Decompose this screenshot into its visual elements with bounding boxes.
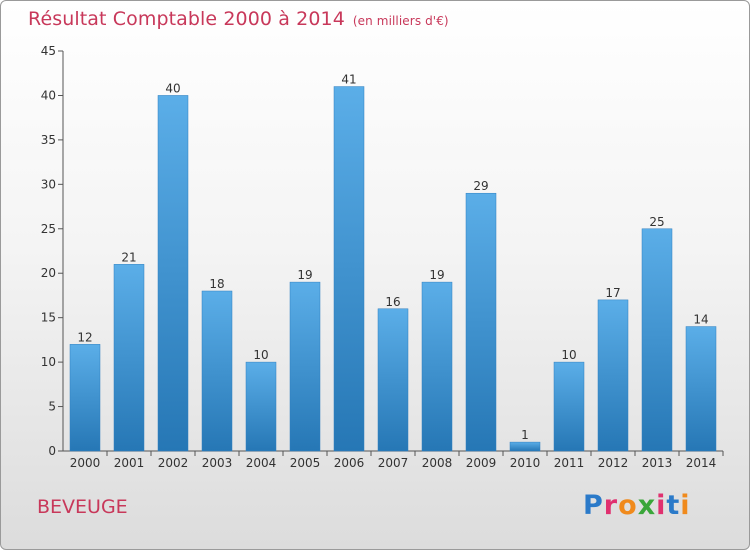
x-tick-label: 2014 (686, 456, 717, 470)
logo-letter: o (618, 490, 638, 521)
logo-letter: r (603, 490, 619, 521)
data-label: 40 (165, 81, 180, 95)
x-tick-label: 2007 (378, 456, 409, 470)
bar (509, 441, 541, 452)
x-tick-label: 2012 (598, 456, 629, 470)
bar (377, 308, 409, 452)
bar (245, 361, 277, 452)
logo-letter: P (583, 490, 604, 521)
bar (289, 281, 321, 452)
bar (113, 264, 145, 452)
proxiti-logo: Proxiti (583, 490, 691, 521)
x-tick-label: 2011 (554, 456, 585, 470)
bar (157, 95, 189, 452)
bar (333, 86, 365, 452)
y-tick-label: 35 (41, 133, 56, 147)
x-tick-label: 2008 (422, 456, 453, 470)
x-tick-label: 2004 (246, 456, 277, 470)
data-label: 29 (473, 179, 488, 193)
data-label: 10 (253, 348, 268, 362)
x-tick-label: 2009 (466, 456, 497, 470)
data-labels: 12 21 40 18 10 19 41 16 19 29 1 10 17 25 14 (77, 73, 708, 443)
bar (69, 344, 101, 452)
bar (421, 281, 453, 452)
x-tick-label: 2006 (334, 456, 365, 470)
logo-letter: t (666, 490, 681, 521)
logo-letter: i (656, 490, 667, 521)
data-label: 10 (561, 348, 576, 362)
y-tick-label: 10 (41, 355, 56, 369)
bar (201, 290, 233, 452)
data-label: 14 (693, 313, 708, 327)
data-label: 21 (121, 250, 136, 264)
y-tick-label: 40 (41, 88, 56, 102)
data-label: 25 (649, 215, 664, 229)
logo-letter: i (680, 490, 691, 521)
chart-subtitle: (en milliers d'€) (352, 14, 449, 28)
y-tick-label: 15 (41, 311, 56, 325)
data-label: 16 (385, 295, 400, 309)
chart-title: Résultat Comptable 2000 à 2014 (en millie… (28, 8, 449, 30)
y-tick-label: 5 (48, 400, 56, 414)
x-tick-label: 2010 (510, 456, 541, 470)
logo-letter: x (637, 490, 657, 521)
x-tick-label: 2000 (70, 456, 101, 470)
bars (69, 86, 717, 452)
y-tick-label: 20 (41, 266, 56, 280)
commune-name: BEVEUGE (37, 496, 128, 518)
bar (553, 361, 585, 452)
y-tick-label: 45 (41, 44, 56, 58)
x-tick-label: 2001 (114, 456, 145, 470)
bar (641, 228, 673, 452)
data-label: 41 (341, 73, 356, 87)
bar (597, 299, 629, 452)
data-label: 19 (297, 268, 312, 282)
y-tick-label: 30 (41, 177, 56, 191)
data-label: 12 (77, 330, 92, 344)
x-tick-label: 2003 (202, 456, 233, 470)
data-label: 18 (209, 277, 224, 291)
x-tick-label: 2005 (290, 456, 321, 470)
data-label: 17 (605, 286, 620, 300)
bar (685, 326, 717, 452)
x-tick-label: 2013 (642, 456, 673, 470)
y-tick-label: 25 (41, 222, 56, 236)
data-label: 19 (429, 268, 444, 282)
chart-title-text: Résultat Comptable 2000 à 2014 (28, 8, 345, 30)
y-tick-label: 0 (48, 444, 56, 458)
bar (465, 192, 497, 452)
x-tick-label: 2002 (158, 456, 189, 470)
data-label: 1 (521, 428, 529, 442)
